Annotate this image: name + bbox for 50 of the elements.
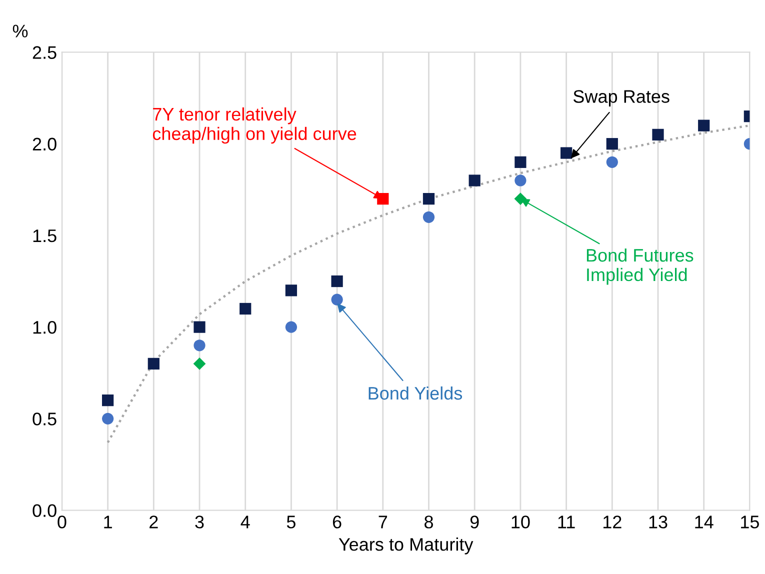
x-tick-label: 0 xyxy=(58,516,66,528)
annotation: Bond Futures Implied Yield xyxy=(586,248,694,285)
point xyxy=(514,156,526,168)
point xyxy=(285,284,298,296)
annotation: Bond Yields xyxy=(368,386,462,400)
point xyxy=(698,120,710,132)
point xyxy=(422,211,435,223)
point xyxy=(285,321,298,333)
x-tick-label: 9 xyxy=(470,516,479,528)
x-tick-label: 12 xyxy=(603,516,622,528)
x-tick-label: 13 xyxy=(649,516,668,528)
point xyxy=(468,174,480,186)
y-tick-label: 1.5 xyxy=(33,230,56,242)
point xyxy=(102,394,114,406)
annotation: 7Y tenor relatively cheap/high on yield curve xyxy=(152,107,356,144)
point xyxy=(331,294,343,306)
y-tick-label: 1.0 xyxy=(33,321,56,334)
x-tick-label: 5 xyxy=(286,516,296,528)
line-series xyxy=(106,124,750,444)
point xyxy=(560,147,572,159)
x-tick-label: 10 xyxy=(512,516,530,528)
x-tick-label: 4 xyxy=(240,516,250,528)
point xyxy=(606,138,618,150)
y-tick-label: 0.5 xyxy=(32,412,56,426)
y-tick-label: 2.0 xyxy=(32,138,56,151)
x-tick-label: 7 xyxy=(378,516,388,528)
point xyxy=(193,358,206,370)
x-tick-label: 8 xyxy=(424,516,433,528)
point xyxy=(194,321,206,333)
x-axis-title: Years to Maturity xyxy=(338,538,474,554)
annotation: Swap Rates xyxy=(573,90,670,106)
point xyxy=(652,128,664,140)
point xyxy=(194,340,206,352)
point xyxy=(331,275,343,288)
point xyxy=(148,358,160,370)
y-axis-title: % xyxy=(12,24,28,38)
point xyxy=(422,193,435,205)
x-tick-label: 1 xyxy=(104,516,112,528)
y-tick-label: 0.0 xyxy=(32,504,56,518)
x-tick-label: 3 xyxy=(195,516,204,528)
y-tick-label: 2.5 xyxy=(32,46,56,59)
x-tick-label: 11 xyxy=(558,516,575,528)
x-tick-label: 15 xyxy=(741,516,759,528)
point xyxy=(606,156,618,168)
point xyxy=(240,302,252,315)
x-tick-label: 6 xyxy=(332,516,342,528)
point xyxy=(514,174,526,186)
x-tick-label: 2 xyxy=(150,516,158,528)
x-tick-label: 14 xyxy=(695,516,714,528)
point xyxy=(102,412,114,424)
